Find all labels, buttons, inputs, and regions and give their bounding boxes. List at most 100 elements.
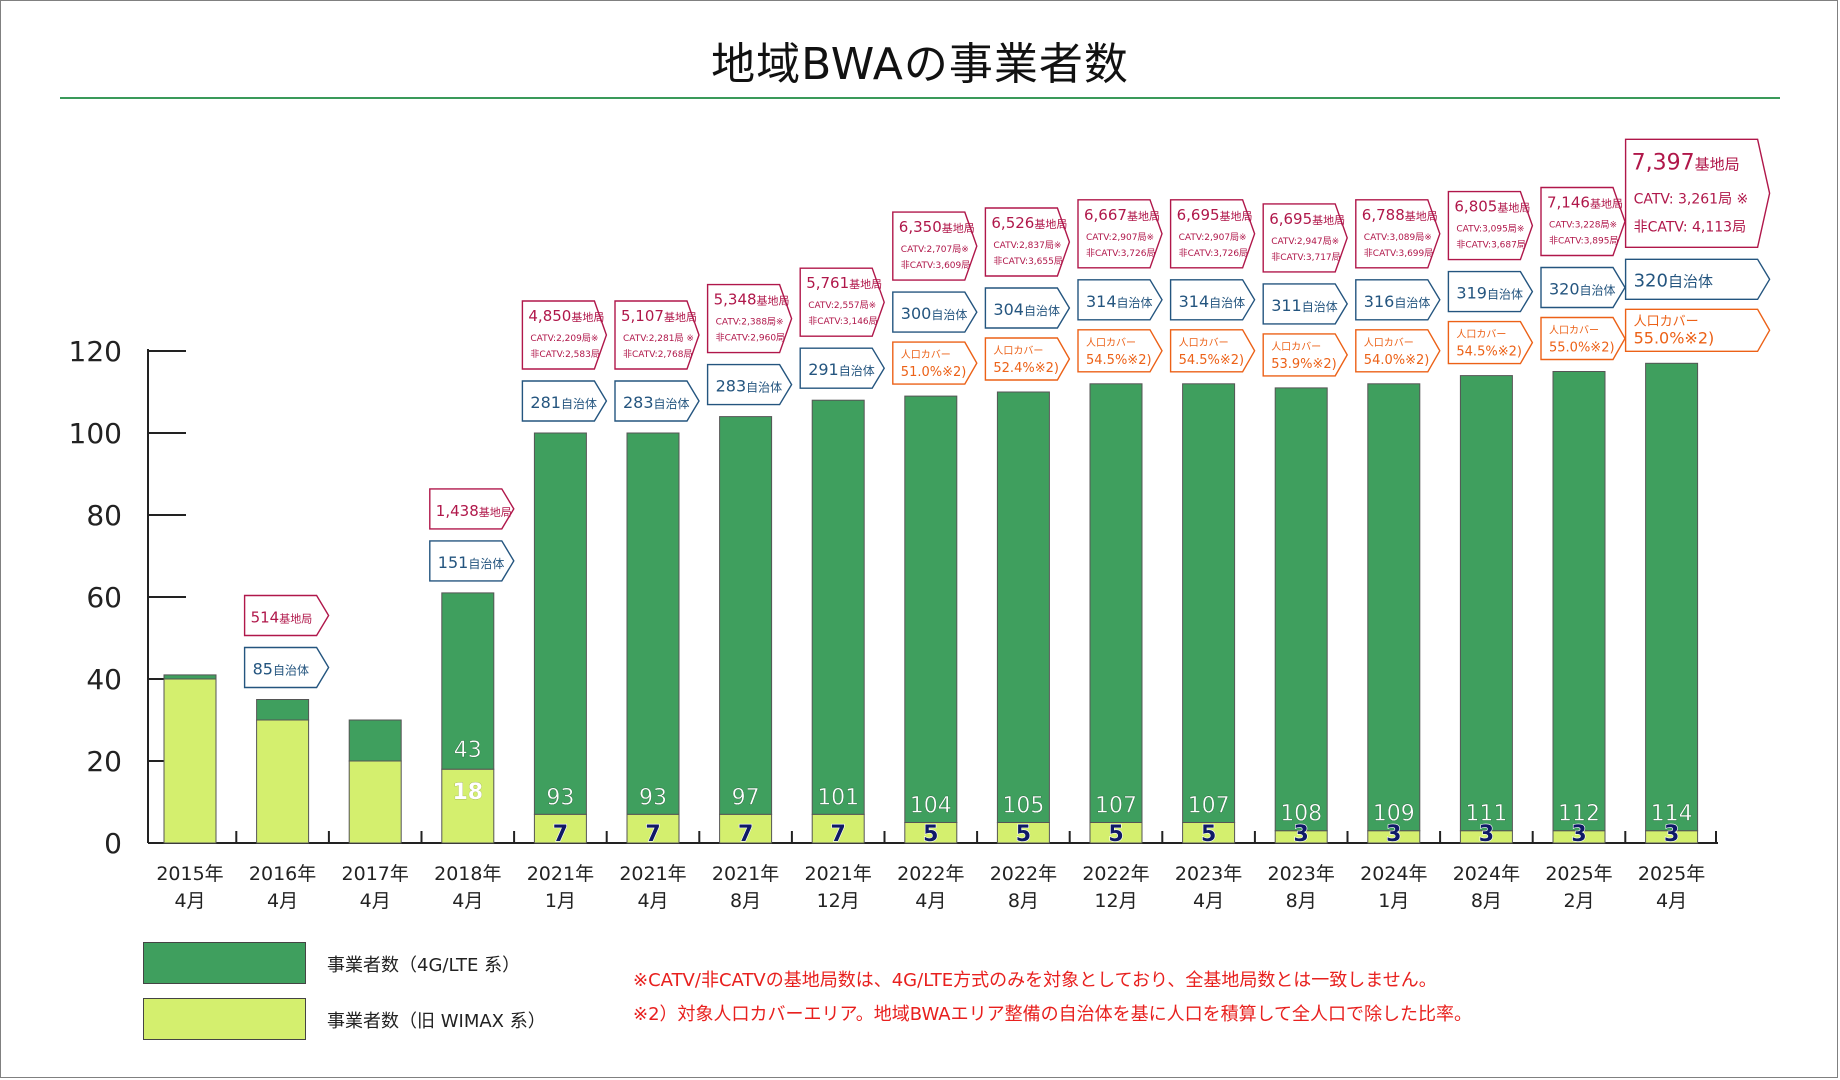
x-tick-label-month: 8月 [730,890,761,912]
bar-label-lte: 112 [1558,802,1600,827]
x-tick-label-year: 2022年 [1082,863,1149,885]
municipality-count: 291自治体 [808,360,875,379]
coverage-tag [1262,333,1349,377]
x-tick-label-year: 2022年 [990,863,1057,885]
x-tick-label-year: 2017年 [342,863,409,885]
bar-label-lte: 111 [1465,802,1507,827]
bar-label-lte: 43 [454,738,482,763]
bar-label-wimax: 7 [831,822,846,847]
station-count: 1,438基地局 [436,502,512,520]
coverage-label: 人口カバー [901,349,951,361]
station-noncatv: 非CATV:3,726局 [1086,247,1155,259]
coverage-value: 52.4%※2) [993,361,1059,376]
coverage-tag [1077,329,1163,373]
x-tick-label-year: 2023年 [1175,863,1242,885]
municipality-count: 85自治体 [253,660,309,679]
bar-label-lte: 93 [639,785,667,810]
municipality-count: 283自治体 [623,393,690,412]
station-noncatv: 非CATV:2,960局 [716,332,785,344]
x-tick-label-year: 2021年 [805,863,872,885]
coverage-tag [1624,308,1771,352]
x-tick-label-year: 2021年 [527,863,594,885]
municipality-count: 300自治体 [901,304,968,323]
municipality-tag [1355,279,1441,321]
bar-label-lte: 97 [732,785,760,810]
bar-lte [1089,383,1143,823]
bar-wimax [441,768,495,844]
bar-lte [348,719,402,762]
municipality-count: 151自治体 [438,553,505,572]
legend-label-lte: 事業者数（4G/LTE 系） [327,955,521,976]
x-tick-label-month: 8月 [1008,890,1039,912]
station-count: 5,107基地局 [621,307,697,325]
x-tick-label-month: 2月 [1563,890,1594,912]
bar-wimax [811,813,865,844]
bar-label-wimax: 5 [1201,822,1216,847]
x-tick-label-year: 2021年 [712,863,779,885]
x-tick-label-year: 2024年 [1360,863,1427,885]
bar-label-lte: 107 [1188,794,1230,819]
station-count: 6,350基地局 [899,218,975,236]
municipality-count: 304自治体 [993,300,1060,319]
bar-lte [1274,387,1328,832]
coverage-label: 人口カバー [1364,337,1414,349]
bar-lte [256,699,310,721]
bar-label-wimax: 18 [452,780,483,805]
bar-wimax [163,678,217,844]
municipality-tag [706,363,793,406]
coverage-value: 51.0%※2) [901,365,967,380]
station-noncatv: 非CATV:3,146局 [808,315,877,327]
bar-lte [1552,371,1606,832]
station-catv: CATV:2,947局※ [1271,236,1339,247]
municipality-tag [243,646,330,689]
municipality-tag [429,540,515,582]
station-count: 6,695基地局 [1269,210,1345,228]
x-tick-label-month: 4月 [637,890,668,912]
bar-lte [996,391,1050,823]
station-tag [984,207,1071,277]
municipality-tag [1262,283,1349,325]
station-noncatv: 非CATV:3,895局 [1549,235,1618,247]
station-catv: CATV:2,209局※ [530,333,598,344]
chart-title: 地域BWAの事業者数 [711,39,1129,90]
station-tag [799,267,885,337]
x-tick-label-month: 4月 [267,890,298,912]
municipality-tag [984,287,1071,329]
municipality-count: 320自治体 [1549,280,1616,299]
municipality-tag [614,380,700,422]
station-noncatv: 非CATV:2,583局 [530,348,599,360]
y-tick-label: 20 [86,745,122,778]
station-tag [892,211,978,281]
bar-lte [626,432,680,815]
station-tag [429,488,515,530]
y-tick-label: 60 [86,581,122,614]
bar-label-lte: 93 [546,785,574,810]
x-tick-label-year: 2015年 [156,863,223,885]
coverage-tag [1169,329,1256,373]
station-noncatv: 非CATV:3,687局 [1456,239,1525,251]
x-tick-label-month: 4月 [452,890,483,912]
bar-lte [533,432,587,815]
x-tick-label-month: 8月 [1471,890,1502,912]
station-noncatv: 非CATV:3,699局 [1364,247,1433,259]
bar-label-wimax: 3 [1479,822,1494,847]
coverage-label: 人口カバー [993,345,1043,357]
coverage-label: 人口カバー [1179,337,1229,349]
coverage-tag [1447,320,1534,365]
station-catv: CATV: 3,261局 ※ [1634,191,1749,207]
station-tag [614,300,700,370]
station-count: 6,695基地局 [1177,206,1253,224]
municipality-tag [1540,266,1626,309]
municipality-tag [892,291,978,333]
coverage-label: 人口カバー [1086,337,1136,349]
coverage-tag [892,341,978,385]
municipality-count: 281自治体 [530,393,597,412]
x-tick-label-year: 2023年 [1268,863,1335,885]
coverage-label: 人口カバー [1634,314,1699,329]
coverage-value: 54.5%※2) [1456,345,1522,360]
bar-lte [441,592,495,770]
x-tick-label-year: 2016年 [249,863,316,885]
coverage-label: 人口カバー [1456,329,1506,341]
station-tag [1447,190,1534,261]
bar-label-wimax: 3 [1386,822,1401,847]
